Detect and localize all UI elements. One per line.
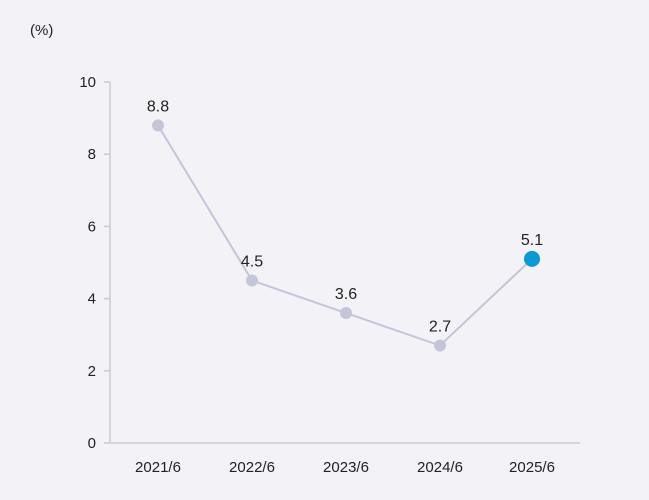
- y-tick-label: 10: [79, 74, 96, 91]
- y-axis-unit-label: (%): [30, 22, 54, 39]
- data-label: 3.6: [335, 286, 357, 303]
- y-tick-label: 6: [88, 218, 96, 235]
- y-tick-label: 8: [88, 146, 96, 163]
- data-point: [340, 307, 352, 320]
- x-tick-label: 2024/6: [417, 459, 463, 476]
- y-tick-label: 2: [88, 363, 96, 380]
- data-label: 5.1: [521, 232, 543, 249]
- x-tick-label: 2025/6: [509, 459, 555, 476]
- data-point: [246, 274, 258, 287]
- data-label: 4.5: [241, 254, 263, 271]
- data-label: 2.7: [429, 319, 451, 336]
- y-tick-label: 0: [88, 435, 96, 452]
- x-tick-label: 2022/6: [229, 459, 275, 476]
- data-point: [434, 339, 446, 352]
- highlighted-data-point: [524, 250, 540, 267]
- data-point: [152, 119, 164, 132]
- x-tick-label: 2023/6: [323, 459, 369, 476]
- x-tick-label: 2021/6: [135, 459, 181, 476]
- y-tick-label: 4: [88, 291, 96, 308]
- data-label: 8.8: [147, 98, 169, 115]
